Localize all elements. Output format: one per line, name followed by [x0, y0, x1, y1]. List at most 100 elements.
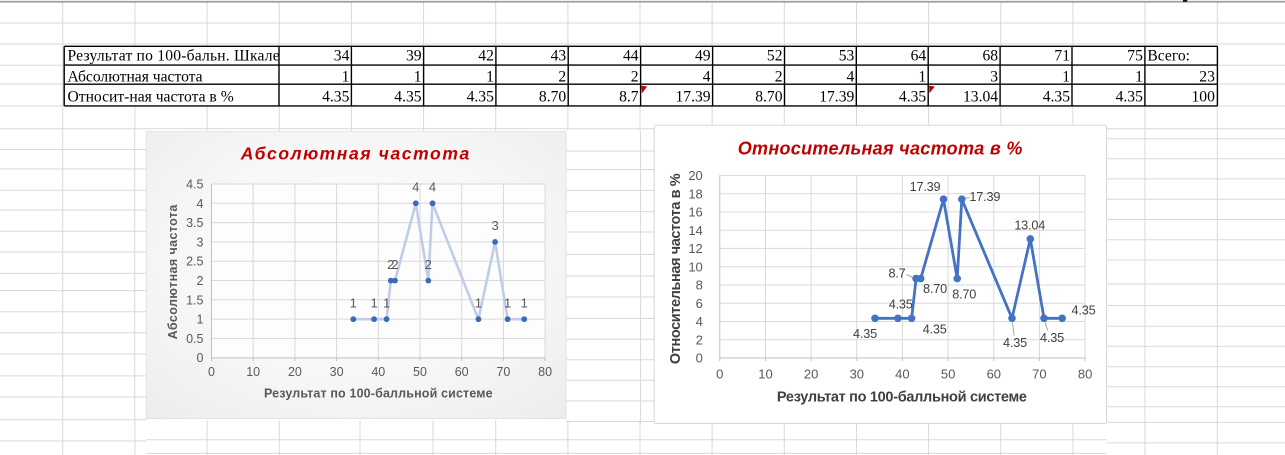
svg-text:23: 23	[1199, 69, 1215, 86]
svg-text:4.35: 4.35	[889, 297, 913, 311]
svg-text:68: 68	[983, 47, 999, 64]
svg-text:20: 20	[288, 365, 302, 379]
svg-text:1: 1	[342, 69, 350, 86]
svg-text:1: 1	[1135, 69, 1143, 86]
svg-text:60: 60	[987, 366, 1001, 381]
svg-text:13.04: 13.04	[1014, 218, 1045, 232]
svg-text:8.70: 8.70	[952, 287, 976, 301]
svg-text:8.70: 8.70	[539, 89, 566, 106]
svg-text:Относительная частота в %: Относительная частота в %	[738, 138, 1023, 158]
svg-text:30: 30	[850, 366, 864, 381]
svg-text:3: 3	[491, 218, 498, 233]
svg-text:3.5: 3.5	[186, 216, 203, 230]
svg-text:4.35: 4.35	[1040, 331, 1064, 345]
svg-text:4: 4	[197, 197, 204, 211]
svg-text:14: 14	[688, 223, 702, 238]
svg-text:4: 4	[429, 180, 436, 195]
svg-text:17.39: 17.39	[819, 89, 854, 106]
svg-text:1: 1	[918, 69, 926, 86]
svg-text:4.35: 4.35	[923, 322, 947, 336]
svg-text:42: 42	[478, 47, 494, 64]
svg-text:70: 70	[496, 365, 510, 379]
svg-text:75: 75	[1127, 47, 1143, 64]
svg-text:Результат по 100-балльной сист: Результат по 100-балльной системе	[777, 390, 1027, 406]
svg-text:18: 18	[688, 186, 702, 201]
svg-text:1: 1	[486, 69, 494, 86]
svg-text:20: 20	[804, 366, 818, 381]
svg-text:4: 4	[703, 69, 711, 86]
svg-text:0: 0	[208, 365, 215, 379]
svg-text:53: 53	[839, 47, 855, 64]
svg-text:Относительная частота в %: Относительная частота в %	[668, 173, 684, 364]
svg-text:4.35: 4.35	[1043, 89, 1070, 106]
svg-text:1.5: 1.5	[186, 293, 203, 307]
svg-text:30: 30	[330, 365, 344, 379]
svg-text:10: 10	[688, 259, 702, 274]
svg-text:2.5: 2.5	[186, 255, 203, 269]
svg-text:13.04: 13.04	[963, 89, 998, 106]
svg-text:2: 2	[387, 257, 394, 272]
svg-text:50: 50	[413, 365, 427, 379]
svg-text:2: 2	[425, 257, 432, 272]
svg-text:4.35: 4.35	[322, 89, 349, 106]
svg-text:2: 2	[391, 257, 398, 272]
svg-text:0.5: 0.5	[186, 332, 203, 346]
svg-text:1: 1	[350, 295, 357, 310]
svg-text:4.35: 4.35	[467, 89, 494, 106]
svg-text:Всего:: Всего:	[1147, 47, 1190, 64]
svg-text:71: 71	[1054, 47, 1070, 64]
svg-text:2: 2	[558, 69, 566, 86]
svg-text:4.35: 4.35	[1003, 336, 1027, 350]
svg-text:10: 10	[758, 366, 772, 381]
svg-text:2: 2	[775, 69, 783, 86]
svg-text:4: 4	[696, 314, 703, 329]
svg-text:16: 16	[688, 205, 702, 220]
svg-text:39: 39	[406, 47, 422, 64]
svg-text:8.7: 8.7	[888, 266, 905, 280]
svg-text:Результат по 100-балльной сист: Результат по 100-балльной системе	[264, 386, 493, 400]
svg-text:Абсолютная частота: Абсолютная частота	[68, 69, 203, 86]
svg-text:1: 1	[504, 295, 511, 310]
svg-text:10: 10	[246, 365, 260, 379]
svg-text:1: 1	[370, 295, 377, 310]
svg-text:70: 70	[1032, 366, 1046, 381]
svg-text:4.35: 4.35	[899, 89, 926, 106]
svg-text:3: 3	[990, 69, 998, 86]
svg-text:8: 8	[696, 278, 703, 293]
svg-text:34: 34	[334, 47, 350, 64]
svg-text:52: 52	[767, 47, 783, 64]
svg-text:1: 1	[414, 69, 422, 86]
svg-text:8.70: 8.70	[755, 89, 782, 106]
svg-text:0: 0	[696, 351, 703, 366]
svg-text:0: 0	[716, 366, 723, 381]
svg-text:20: 20	[688, 168, 702, 183]
svg-text:17.39: 17.39	[910, 180, 941, 194]
svg-text:1: 1	[1062, 69, 1070, 86]
svg-text:6: 6	[696, 296, 703, 311]
svg-text:3: 3	[197, 235, 204, 249]
svg-text:44: 44	[623, 47, 639, 64]
svg-text:4.35: 4.35	[853, 327, 877, 341]
svg-text:17.39: 17.39	[676, 89, 711, 106]
svg-text:1: 1	[383, 295, 390, 310]
svg-text:Абсолютная частота: Абсолютная частота	[166, 204, 180, 340]
svg-text:100: 100	[1192, 89, 1216, 106]
svg-text:80: 80	[1078, 366, 1092, 381]
svg-text:Абсолютная частота: Абсолютная частота	[240, 144, 471, 164]
svg-text:8.70: 8.70	[923, 282, 947, 296]
svg-text:4.35: 4.35	[1116, 89, 1143, 106]
svg-text:4.35: 4.35	[1072, 303, 1096, 317]
svg-text:1: 1	[197, 313, 204, 327]
svg-text:4: 4	[847, 69, 855, 86]
svg-text:43: 43	[551, 47, 567, 64]
svg-text:Относит-ная частота в %: Относит-ная частота в %	[68, 89, 234, 106]
svg-text:4.35: 4.35	[394, 89, 421, 106]
svg-text:1: 1	[521, 295, 528, 310]
svg-text:2: 2	[631, 69, 639, 86]
svg-text:8.7: 8.7	[619, 89, 639, 106]
svg-text:50: 50	[941, 366, 955, 381]
svg-text:40: 40	[371, 365, 385, 379]
svg-text:49: 49	[695, 47, 711, 64]
svg-text:4.5: 4.5	[186, 178, 203, 192]
svg-text:17.39: 17.39	[969, 190, 1000, 204]
